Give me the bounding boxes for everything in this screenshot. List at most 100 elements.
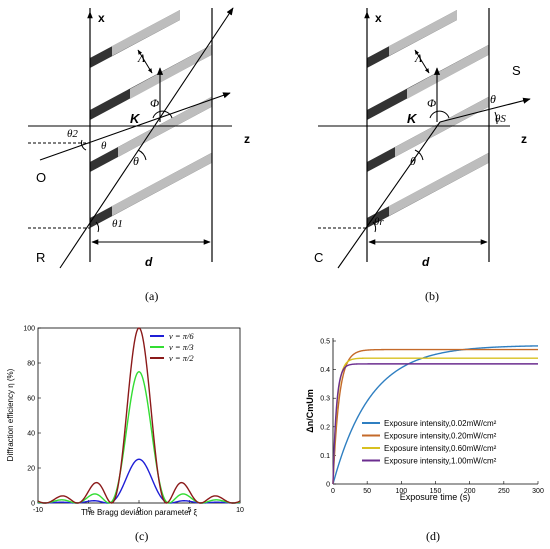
panel-c-caption: (c): [135, 529, 148, 543]
x-tick-label: -10: [33, 507, 43, 514]
series-line: [332, 363, 538, 485]
panel-a-caption: (a): [145, 289, 158, 303]
panel-d-caption: (d): [426, 529, 440, 543]
y-tick-label: 0.1: [320, 453, 330, 460]
y-tick-label: 0.5: [320, 339, 330, 346]
grating-fringe: [367, 96, 489, 172]
grating-vector-label: K: [130, 111, 141, 126]
y-tick-label: 100: [23, 326, 35, 333]
y-axis-title: Δn/CmUm: [305, 389, 315, 432]
legend-entry: Exposure intensity,0.02mW/cm²: [384, 419, 497, 428]
y-tick-label: 0: [326, 482, 330, 489]
grating-fringe: [367, 10, 457, 68]
grating-fringe: [90, 152, 212, 228]
reconstruction-beam-label: C: [314, 250, 323, 265]
lambda-label: Λ: [414, 51, 423, 65]
series-line: [37, 371, 241, 504]
x-axis-label: x: [98, 11, 105, 25]
axis-ticks: 0 50 100 150 200 250 300 0 0.1 0.2 0.3 0.4 0.5: [320, 339, 544, 496]
series-lines: [332, 345, 539, 485]
y-tick-label: 0.3: [320, 396, 330, 403]
phi-angle-arc: [429, 110, 450, 119]
x-tick-label: 250: [498, 488, 510, 495]
legend-entry: Exposure intensity,1.00mW/cm²: [384, 457, 497, 466]
legend-entry: ν = π/3: [169, 342, 194, 352]
x-tick-label: 5: [188, 507, 192, 514]
x-tick-label: 100: [395, 488, 407, 495]
theta1-label: θ1: [112, 218, 123, 230]
theta-s-angle-arc: [494, 111, 498, 125]
legend: ν = π/6ν = π/3ν = π/2: [150, 331, 194, 363]
series-lines: [37, 327, 241, 504]
theta1-angle-arc: [95, 221, 100, 233]
panel-d-chart: 0 50 100 150 200 250 300 0 0.1 0.2 0.3 0.4 0.5 Expos…: [305, 338, 544, 543]
grating-fringe: [367, 44, 489, 120]
x-tick-label: 0: [137, 507, 141, 514]
z-axis-label: z: [521, 132, 527, 146]
reference-beam-ray: [59, 7, 234, 269]
y-tick-label: 80: [27, 361, 35, 368]
object-beam-ray: [39, 92, 231, 161]
x-tick-label: 10: [236, 507, 244, 514]
theta-angle-arc: [414, 149, 424, 161]
series-line: [332, 348, 538, 485]
panel-a-diagram: x z Λ Φ K θ θ θ2 θ1 O R d (a): [28, 7, 250, 303]
lambda-label: Λ: [137, 51, 146, 65]
theta-r-label: θr: [374, 216, 384, 228]
phi-angle-arc: [152, 110, 173, 119]
plot-frame: [37, 327, 241, 504]
x-axis-title: Exposure time (s): [400, 492, 471, 502]
reconstruction-beam-ray: [337, 121, 441, 269]
theta-label: θ: [410, 154, 416, 168]
reference-beam-label: R: [36, 250, 45, 265]
grating-fringe: [90, 44, 212, 120]
series-line: [332, 357, 538, 485]
legend: Exposure intensity,0.02mW/cm² Exposure in…: [362, 419, 497, 466]
grating-fringe: [367, 152, 489, 228]
theta-top-label: θ: [490, 92, 496, 106]
theta-angle-arc: [137, 149, 147, 161]
x-tick-label: 300: [532, 488, 544, 495]
grating-fringe: [90, 96, 212, 172]
thickness-label: d: [145, 255, 153, 269]
z-axis-label: z: [244, 132, 250, 146]
theta-label: θ: [133, 154, 139, 168]
series-line: [37, 327, 241, 504]
theta2-angle-arc: [81, 139, 87, 151]
grating-fringe: [90, 10, 180, 68]
grating-vector-label: K: [407, 111, 418, 126]
x-axis-title: The Bragg deviation parameter ξ: [81, 508, 198, 517]
legend-entry: Exposure intensity,0.20mW/cm²: [384, 432, 497, 441]
x-tick-label: 150: [430, 488, 442, 495]
y-tick-label: 40: [27, 431, 35, 438]
y-tick-label: 0: [31, 501, 35, 508]
legend-entry: ν = π/2: [169, 353, 194, 363]
panel-a-grating-fringes: [90, 10, 212, 228]
x-tick-label: 0: [331, 488, 335, 495]
theta-r-angle-arc: [372, 221, 377, 233]
theta-inner-label: θ: [101, 140, 107, 152]
phi-label: Φ: [427, 96, 436, 110]
theta2-label: θ2: [67, 128, 78, 140]
theta-s-label: θS: [495, 113, 506, 125]
y-axis-title: Diffraction efficiency η (%): [6, 368, 15, 461]
y-tick-label: 0.4: [320, 367, 330, 374]
panel-b-diagram: x z Λ Φ K θ θ θS θr S C d (b): [314, 8, 531, 303]
y-tick-label: 0.2: [320, 424, 330, 431]
x-tick-label: -5: [85, 507, 91, 514]
x-tick-label: 200: [464, 488, 476, 495]
legend-entry: Exposure intensity,0.60mW/cm²: [384, 444, 497, 453]
legend-entry: ν = π/6: [169, 331, 194, 341]
period-arrow: [137, 49, 153, 74]
signal-beam-ray: [439, 97, 531, 123]
series-line: [332, 345, 539, 485]
x-axis-label: x: [375, 11, 382, 25]
x-tick-label: 50: [363, 488, 371, 495]
y-tick-label: 60: [27, 396, 35, 403]
object-beam-label: O: [36, 170, 46, 185]
phi-label: Φ: [150, 96, 159, 110]
thickness-label: d: [422, 255, 430, 269]
